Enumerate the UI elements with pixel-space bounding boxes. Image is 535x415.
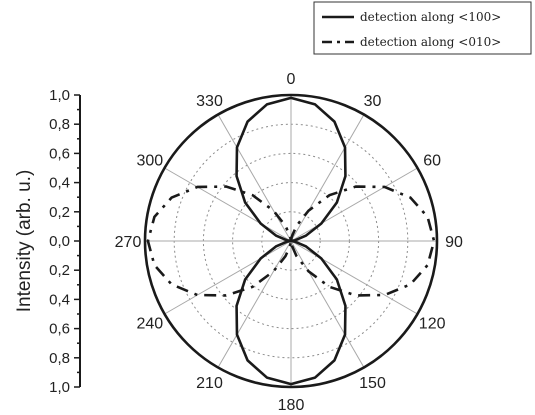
angular-tick-labels: 0 30 60 90 120 150 180 210 240 270 300 330 [115, 71, 463, 414]
polar-outer-circle [143, 93, 439, 389]
series-1-line [235, 96, 347, 386]
angle-label-180: 180 [278, 397, 305, 414]
spoke-30 [290, 114, 365, 242]
radial-tick-label-6: 0,2 [49, 262, 70, 279]
series-layer [146, 96, 436, 386]
angle-label-240: 240 [136, 316, 163, 333]
angle-label-120: 120 [419, 316, 446, 333]
radial-tick-label-1: 0,8 [49, 116, 70, 133]
angle-label-90: 90 [445, 234, 463, 251]
spoke-300 [164, 167, 292, 242]
series-2-line [146, 185, 436, 297]
radial-scale-axis: 1,0 0,8 0,6 0,4 0,2 0,0 0,2 0,4 0,6 0,8 1,0 [49, 87, 81, 396]
angle-label-60: 60 [423, 153, 441, 170]
spoke-240 [164, 240, 292, 315]
legend: detection along <100> detection along <0… [313, 1, 532, 55]
radial-tick-label-7: 0,4 [49, 291, 70, 308]
radial-tick-label-2: 0,6 [49, 145, 70, 162]
angle-label-330: 330 [196, 93, 223, 110]
radial-tick-label-3: 0,4 [49, 175, 70, 192]
radial-tick-label-0: 1,0 [49, 87, 70, 104]
legend-label-series-1: detection along <100> [360, 10, 501, 24]
radial-tick-label-4: 0,2 [49, 204, 70, 221]
spoke-150 [290, 240, 365, 368]
angle-label-270: 270 [115, 234, 142, 251]
legend-label-series-2: detection along <010> [360, 35, 501, 49]
angle-label-0: 0 [287, 71, 296, 88]
spoke-120 [290, 240, 418, 315]
radial-tick-label-9: 0,8 [49, 350, 70, 367]
radial-tick-label-10: 1,0 [49, 379, 70, 396]
polar-spokes [145, 95, 437, 387]
radial-tick-label-8: 0,6 [49, 321, 70, 338]
spoke-60 [290, 167, 418, 242]
angle-label-300: 300 [136, 153, 163, 170]
radial-tick-label-5: 0,0 [49, 233, 70, 250]
legend-box [313, 1, 532, 55]
spoke-210 [217, 240, 292, 368]
angle-label-150: 150 [359, 375, 386, 392]
angle-label-210: 210 [196, 375, 223, 392]
spoke-330 [217, 114, 292, 242]
y-axis-label: Intensity (arb. u.) [14, 170, 35, 313]
angle-label-30: 30 [364, 93, 382, 110]
